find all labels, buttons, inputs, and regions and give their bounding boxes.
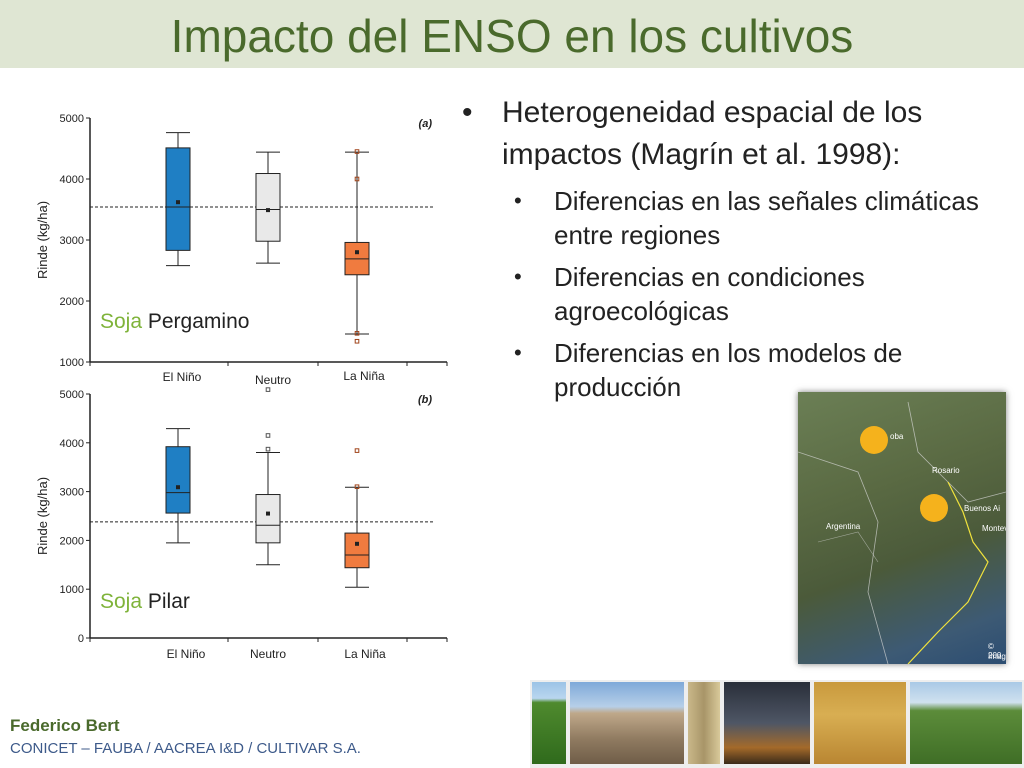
- y-tick-label: 3000: [60, 235, 84, 247]
- photo-strip: [530, 680, 1024, 768]
- category-label: La Niña: [344, 647, 386, 661]
- site-label: Pergamino: [148, 310, 250, 333]
- sub-bullet: • Diferencias en condiciones agroecológi…: [462, 260, 1002, 328]
- sub-bullet-text: Diferencias en condiciones agroecológica…: [554, 262, 865, 326]
- farmers-field-photo: [910, 682, 1022, 764]
- wheat-ears-photo: [688, 682, 720, 764]
- map-label: Imag: [988, 652, 1006, 661]
- wheat-field-photo: [814, 682, 906, 764]
- mean-marker: [176, 200, 180, 205]
- map-borders: [798, 401, 1006, 664]
- y-tick-label: 2000: [60, 535, 84, 547]
- map-label: oba: [890, 432, 904, 441]
- boxplot-chart-pergamino: 5000 4000 3000 2000 1000 Rinde (kg/ha) (a) El N…: [35, 113, 448, 387]
- mean-marker: [176, 485, 180, 490]
- bullet-dot: •: [462, 96, 473, 129]
- y-tick-label: 3000: [60, 487, 84, 499]
- outlier-marker: [265, 433, 271, 438]
- crop-label: Soja: [100, 310, 148, 333]
- outlier-marker: [354, 448, 360, 453]
- map-label: Rosario: [932, 466, 960, 475]
- crop-label: Soja: [100, 590, 148, 613]
- sub-bullet-text: Diferencias en las señales climáticas en…: [554, 186, 979, 250]
- bullet-main-text: Heterogeneidad espacial de los impactos …: [502, 96, 923, 171]
- outlier-marker: [354, 149, 360, 154]
- category-label: Neutro: [255, 373, 291, 387]
- bullet-dot: •: [514, 340, 522, 365]
- y-tick-label: 0: [78, 633, 84, 645]
- category-label: La Niña: [343, 369, 385, 383]
- outlier-marker: [265, 387, 271, 392]
- outlier-marker: [354, 484, 360, 490]
- outlier-marker: [354, 338, 360, 344]
- chart-inner-label: Soja Pilar: [100, 590, 190, 613]
- y-tick-label: 4000: [60, 174, 84, 186]
- boxplot-chart-pilar: 5000 4000 3000 2000 1000 0 Rinde (kg/ha) (b) El …: [35, 387, 448, 661]
- y-tick-label: 4000: [60, 438, 84, 450]
- map-label: Argentina: [826, 522, 861, 531]
- outlier-marker: [354, 176, 360, 182]
- panel-label: (b): [418, 394, 432, 406]
- category-label: El Niño: [167, 647, 206, 661]
- sub-bullet: • Diferencias en las señales climáticas …: [462, 184, 1002, 252]
- author-name: Federico Bert: [10, 716, 120, 735]
- y-tick-label: 5000: [60, 113, 84, 125]
- map-label: © 200: [988, 642, 1002, 660]
- box-0: [165, 147, 191, 251]
- title-bar: [0, 0, 1024, 68]
- soybean-field-photo: [532, 682, 566, 764]
- category-label: Neutro: [250, 647, 286, 661]
- satellite-map: Rosario Buenos Ai Montev Argentina oba ©…: [798, 392, 1006, 664]
- chart-inner-label: Soja Pergamino: [100, 310, 249, 333]
- mean-marker: [266, 511, 270, 516]
- author-affiliation: CONICET – FAUBA / AACREA I&D / CULTIVAR …: [10, 740, 361, 757]
- box-1: [255, 494, 281, 544]
- bullet-dot: •: [514, 264, 522, 289]
- box-2: [344, 532, 370, 569]
- sub-bullet-text: Diferencias en los modelos de producción: [554, 338, 903, 402]
- slide-title: Impacto del ENSO en los cultivos: [170, 10, 854, 62]
- y-axis-label: Rinde (kg/ha): [35, 201, 50, 279]
- panel-label: (a): [419, 118, 433, 130]
- bullet-dot: •: [514, 188, 522, 213]
- mean-marker: [355, 250, 359, 255]
- box-0: [165, 446, 191, 514]
- sub-bullet: • Diferencias en los modelos de producci…: [462, 336, 1002, 404]
- y-tick-label: 1000: [60, 584, 84, 596]
- map-label: Montev: [982, 524, 1006, 533]
- drought-cow-photo: [570, 682, 684, 764]
- storm-lightning-photo: [724, 682, 810, 764]
- y-tick-label: 5000: [60, 389, 84, 401]
- site-label: Pilar: [148, 590, 190, 613]
- map-label: Buenos Ai: [964, 504, 1001, 513]
- bullet-main: • Heterogeneidad espacial de los impacto…: [462, 92, 1002, 176]
- y-tick-label: 1000: [60, 357, 84, 369]
- category-label: El Niño: [163, 370, 202, 384]
- mean-marker: [355, 541, 359, 546]
- location-dot: [860, 426, 888, 454]
- y-axis-label: Rinde (kg/ha): [35, 477, 50, 555]
- mean-marker: [266, 208, 270, 213]
- y-tick-label: 2000: [60, 296, 84, 308]
- bullet-list: • Heterogeneidad espacial de los impacto…: [462, 92, 1002, 404]
- box-1: [255, 173, 281, 242]
- outlier-marker: [265, 446, 271, 452]
- location-dot: [920, 494, 948, 522]
- outlier-marker: [354, 331, 360, 336]
